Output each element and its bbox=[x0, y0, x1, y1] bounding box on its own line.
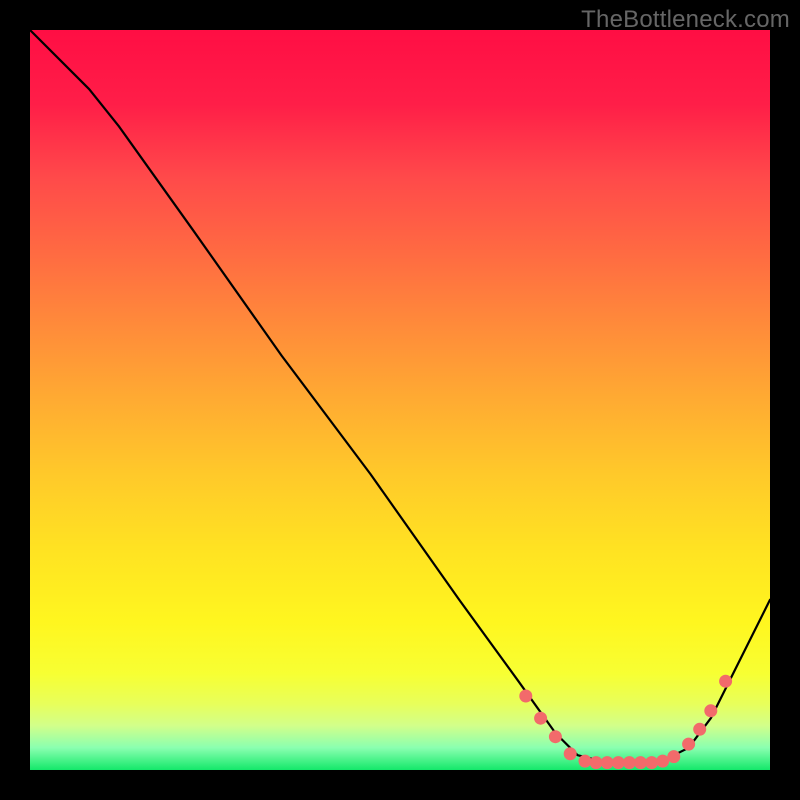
marker-point bbox=[635, 757, 647, 769]
attribution-label: TheBottleneck.com bbox=[581, 6, 790, 34]
marker-point bbox=[683, 738, 695, 750]
gradient-rect bbox=[30, 30, 770, 770]
marker-point bbox=[601, 757, 613, 769]
marker-point bbox=[705, 705, 717, 717]
chart-stage: TheBottleneck.com bbox=[0, 0, 800, 800]
marker-point bbox=[564, 748, 576, 760]
marker-point bbox=[657, 755, 669, 767]
marker-point bbox=[549, 731, 561, 743]
chart-svg bbox=[30, 30, 770, 770]
marker-point bbox=[579, 755, 591, 767]
marker-point bbox=[623, 757, 635, 769]
marker-point bbox=[535, 712, 547, 724]
marker-point bbox=[590, 757, 602, 769]
marker-point bbox=[646, 757, 658, 769]
marker-point bbox=[720, 675, 732, 687]
marker-point bbox=[668, 751, 680, 763]
marker-point bbox=[520, 690, 532, 702]
marker-point bbox=[612, 757, 624, 769]
marker-point bbox=[694, 723, 706, 735]
plot-area bbox=[30, 30, 770, 770]
